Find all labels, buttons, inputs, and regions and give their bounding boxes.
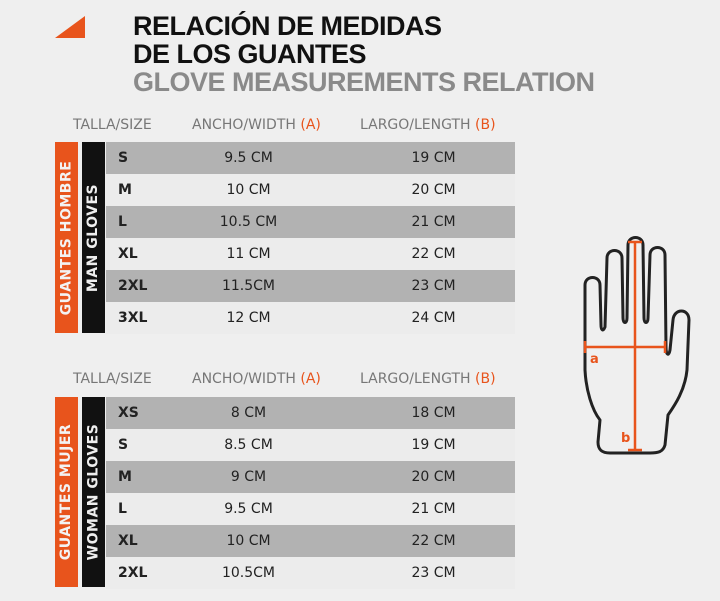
length-cell: 21 CM (411, 214, 456, 230)
table-row: M 9 CM 20 CM (106, 461, 515, 493)
table-row: XL 11 CM 22 CM (106, 238, 515, 270)
width-cell: 10.5CM (221, 565, 276, 581)
size-cell: XL (118, 533, 138, 549)
width-cell: 10.5 CM (219, 214, 278, 230)
table-row: L 9.5 CM 21 CM (106, 493, 515, 525)
title-line-2: DE LOS GUANTES (133, 39, 367, 69)
header-width-women: ANCHO/WIDTH (A) (192, 371, 321, 387)
size-cell: XL (118, 246, 138, 262)
width-cell: 8 CM (230, 405, 267, 421)
header-size-women: TALLA/SIZE (73, 371, 152, 387)
length-cell: 22 CM (411, 246, 456, 262)
men-label-en: MAN GLOVES (82, 142, 105, 333)
hand-measurement-diagram: a b (583, 236, 691, 455)
width-cell: 12 CM (226, 310, 271, 326)
header-width-label: ANCHO/WIDTH (192, 371, 296, 387)
label-b: b (621, 431, 630, 446)
size-cell: 3XL (118, 310, 148, 326)
header-length-label: LARGO/LENGTH (360, 117, 471, 133)
size-cell: M (118, 182, 132, 198)
table-row: S 8.5 CM 19 CM (106, 429, 515, 461)
width-cell: 9.5 CM (224, 150, 273, 166)
title-line-1: RELACIÓN DE MEDIDAS (133, 11, 442, 41)
title-english: GLOVE MEASUREMENTS RELATION (133, 67, 595, 97)
width-cell: 10 CM (226, 182, 271, 198)
length-cell: 21 CM (411, 501, 456, 517)
table-row: 3XL 12 CM 24 CM (106, 302, 515, 334)
table-row: S 9.5 CM 19 CM (106, 142, 515, 174)
orange-triangle-decoration (55, 16, 85, 38)
label-a: a (590, 352, 599, 367)
length-cell: 23 CM (411, 565, 456, 581)
header-width-mark: (A) (300, 117, 321, 133)
size-cell: L (118, 214, 127, 230)
table-row: XL 10 CM 22 CM (106, 525, 515, 557)
table-row: L 10.5 CM 21 CM (106, 206, 515, 238)
women-table: XS 8 CM 18 CM S 8.5 CM 19 CM M 9 CM 20 CM L 9.5 CM… (106, 397, 515, 589)
size-cell: S (118, 150, 129, 166)
women-label-en: WOMAN GLOVES (82, 397, 105, 587)
hand-outline-icon (583, 236, 691, 455)
length-cell: 19 CM (411, 437, 456, 453)
header-length-women: LARGO/LENGTH (B) (360, 371, 496, 387)
length-cell: 23 CM (411, 278, 456, 294)
header-width-label: ANCHO/WIDTH (192, 117, 296, 133)
table-row: 2XL 10.5CM 23 CM (106, 557, 515, 589)
men-table: S 9.5 CM 19 CM M 10 CM 20 CM L 10.5 CM 21 CM XL 11… (106, 142, 515, 334)
width-cell: 8.5 CM (224, 437, 273, 453)
width-cell: 11.5CM (221, 278, 276, 294)
table-row: 2XL 11.5CM 23 CM (106, 270, 515, 302)
size-cell: L (118, 501, 127, 517)
women-label-es: GUANTES MUJER (55, 397, 78, 587)
size-cell: XS (118, 405, 139, 421)
header-length-mark: (B) (475, 371, 496, 387)
measurement-lines (583, 240, 667, 452)
length-cell: 19 CM (411, 150, 456, 166)
header-width-mark: (A) (300, 371, 321, 387)
size-cell: S (118, 437, 129, 453)
width-cell: 11 CM (226, 246, 271, 262)
size-cell: 2XL (118, 278, 148, 294)
length-cell: 18 CM (411, 405, 456, 421)
size-cell: 2XL (118, 565, 148, 581)
header-length-label: LARGO/LENGTH (360, 371, 471, 387)
size-cell: M (118, 469, 132, 485)
header-size: TALLA/SIZE (73, 117, 152, 133)
width-cell: 10 CM (226, 533, 271, 549)
header-width: ANCHO/WIDTH (A) (192, 117, 321, 133)
men-label-es: GUANTES HOMBRE (55, 142, 78, 333)
length-cell: 20 CM (411, 469, 456, 485)
length-cell: 24 CM (411, 310, 456, 326)
header-length: LARGO/LENGTH (B) (360, 117, 496, 133)
width-cell: 9 CM (230, 469, 267, 485)
header-length-mark: (B) (475, 117, 496, 133)
width-cell: 9.5 CM (224, 501, 273, 517)
length-cell: 22 CM (411, 533, 456, 549)
table-row: XS 8 CM 18 CM (106, 397, 515, 429)
table-row: M 10 CM 20 CM (106, 174, 515, 206)
length-cell: 20 CM (411, 182, 456, 198)
